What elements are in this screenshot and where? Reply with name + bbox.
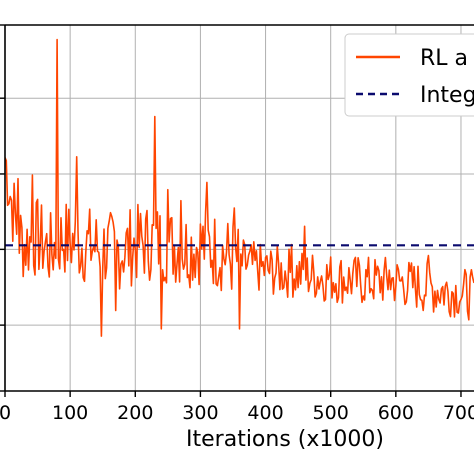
legend: RL a Integ <box>344 33 474 117</box>
x-tick-label-3: 300 <box>182 402 218 424</box>
x-axis: 0 100 200 300 400 500 600 700 <box>0 391 474 424</box>
x-tick-label-5: 500 <box>313 402 349 424</box>
y-axis <box>0 24 5 392</box>
x-tick-label-0: 0 <box>0 402 11 424</box>
legend-label-rl: RL a <box>420 46 468 71</box>
x-tick-label-7: 700 <box>443 402 474 424</box>
x-axis-title: Iterations (x1000) <box>186 427 384 452</box>
legend-box <box>344 33 474 117</box>
x-tick-label-6: 600 <box>378 402 414 424</box>
series-layer <box>5 38 474 337</box>
x-tick-label-4: 400 <box>247 402 283 424</box>
x-tick-label-1: 100 <box>52 402 88 424</box>
series-line-rl <box>5 38 474 337</box>
x-tick-label-2: 200 <box>117 402 153 424</box>
legend-label-integ: Integ <box>420 83 474 108</box>
